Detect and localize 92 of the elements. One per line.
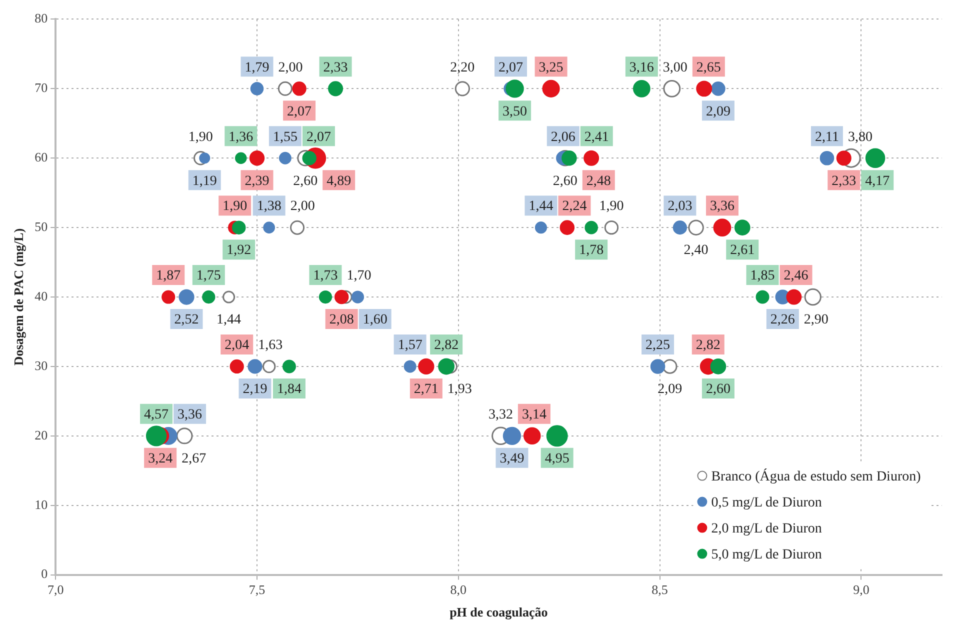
data-label: 1,73	[313, 268, 338, 284]
data-label: 2,65	[696, 60, 721, 76]
y-tick-label: 0	[41, 566, 48, 582]
y-axis-title: Dosagem de PAC (mg/L)	[11, 228, 26, 366]
data-label: 2,09	[706, 104, 730, 120]
x-tick-label: 8,5	[652, 582, 668, 598]
data-label: 2,20	[450, 60, 475, 76]
data-label: 3,50	[502, 104, 528, 120]
y-tick-label: 80	[34, 10, 48, 26]
data-label: 3,16	[629, 60, 654, 76]
data-label: 1,90	[222, 199, 248, 214]
data-label: 3,24	[148, 452, 173, 467]
data-label: 3,49	[500, 452, 524, 467]
legend-label: 5,0 mg/L de Diuron	[711, 547, 822, 562]
data-label: 2,19	[242, 382, 268, 398]
data-label: 2,07	[498, 60, 524, 76]
data-label: 2,11	[814, 130, 839, 145]
data-label: 4,17	[865, 174, 890, 189]
data-label: 3,80	[848, 130, 872, 145]
data-label: 2,60	[552, 174, 578, 189]
data-label: 1,79	[244, 60, 270, 76]
data-label: 1,38	[256, 199, 282, 214]
data-label: 2,00	[278, 60, 303, 76]
data-label: 3,25	[538, 60, 564, 76]
data-label: 1,85	[750, 268, 775, 284]
data-label: 1,60	[362, 312, 388, 328]
data-label: 2,33	[323, 60, 348, 76]
data-label: 2,60	[293, 174, 318, 189]
data-label: 2,04	[224, 338, 250, 354]
data-label: 2,67	[182, 452, 206, 467]
data-label: 1,87	[156, 268, 181, 284]
data-label: 1,55	[272, 130, 298, 145]
data-label: 1,44	[528, 199, 554, 214]
data-label: 2,25	[646, 338, 670, 354]
legend-label: 2,0 mg/L de Diuron	[711, 521, 822, 536]
data-label: 2,26	[770, 312, 795, 328]
data-label: 2,33	[832, 174, 856, 189]
data-label: 2,07	[306, 130, 331, 145]
data-label: 1,75	[196, 268, 221, 284]
data-label: 1,70	[346, 268, 372, 284]
data-label: 2,71	[414, 382, 438, 398]
data-label: 4,89	[326, 174, 352, 189]
data-label: 1,44	[216, 312, 242, 328]
data-label: 2,07	[287, 104, 312, 120]
data-label: 3,36	[178, 408, 202, 423]
y-tick-label: 60	[34, 150, 48, 165]
data-label: 1,78	[579, 243, 604, 258]
data-label: 2,48	[586, 174, 611, 189]
y-tick-label: 10	[34, 496, 48, 512]
data-label: 2,00	[290, 199, 315, 214]
data-label: 1,84	[276, 382, 302, 398]
data-label: 2,90	[804, 312, 828, 328]
data-label: 4,95	[544, 452, 570, 467]
data-label: 4,57	[144, 408, 169, 423]
data-label: 2,09	[658, 382, 682, 398]
data-label: 2,60	[706, 382, 730, 398]
x-tick-label: 7,5	[248, 582, 266, 598]
data-label: 2,61	[730, 243, 755, 258]
legend-label: 0,5 mg/L de Diuron	[711, 495, 822, 510]
data-label: 3,32	[488, 408, 513, 423]
x-axis-title: pH de coagulação	[450, 604, 548, 620]
data-label: 2,08	[329, 312, 354, 328]
y-tick-label: 20	[34, 427, 48, 442]
x-tick-label: 8,0	[450, 582, 467, 598]
data-label: 2,24	[562, 199, 587, 214]
data-label: 1,57	[398, 338, 422, 354]
data-label: 2,82	[434, 338, 459, 354]
data-label: 1,90	[188, 130, 213, 145]
data-label: 1,19	[192, 174, 217, 189]
data-label: 1,93	[447, 382, 472, 398]
data-label: 1,63	[258, 338, 283, 354]
data-label: 2,39	[244, 174, 270, 189]
data-label: 3,14	[522, 408, 546, 423]
data-label: 2,82	[696, 338, 720, 354]
x-tick-label: 9,0	[853, 582, 870, 598]
y-tick-label: 70	[34, 80, 48, 96]
data-label: 2,41	[584, 130, 609, 145]
data-label: 2,52	[174, 312, 199, 328]
data-label: 3,36	[710, 199, 734, 214]
legend-label: Branco (Água de estudo sem Diuron)	[711, 467, 922, 484]
data-label: 2,40	[684, 243, 708, 258]
data-label: 2,46	[784, 268, 808, 284]
data-label: 1,36	[228, 130, 254, 145]
y-tick-label: 40	[34, 288, 48, 304]
y-tick-label: 30	[34, 358, 48, 373]
x-tick-label: 7,0	[47, 582, 64, 598]
data-label: 1,90	[599, 199, 624, 214]
y-tick-label: 50	[34, 218, 48, 234]
data-label: 1,92	[226, 243, 252, 258]
data-label: 3,00	[662, 60, 688, 76]
data-label: 2,03	[668, 199, 692, 214]
data-label: 2,06	[550, 130, 576, 145]
